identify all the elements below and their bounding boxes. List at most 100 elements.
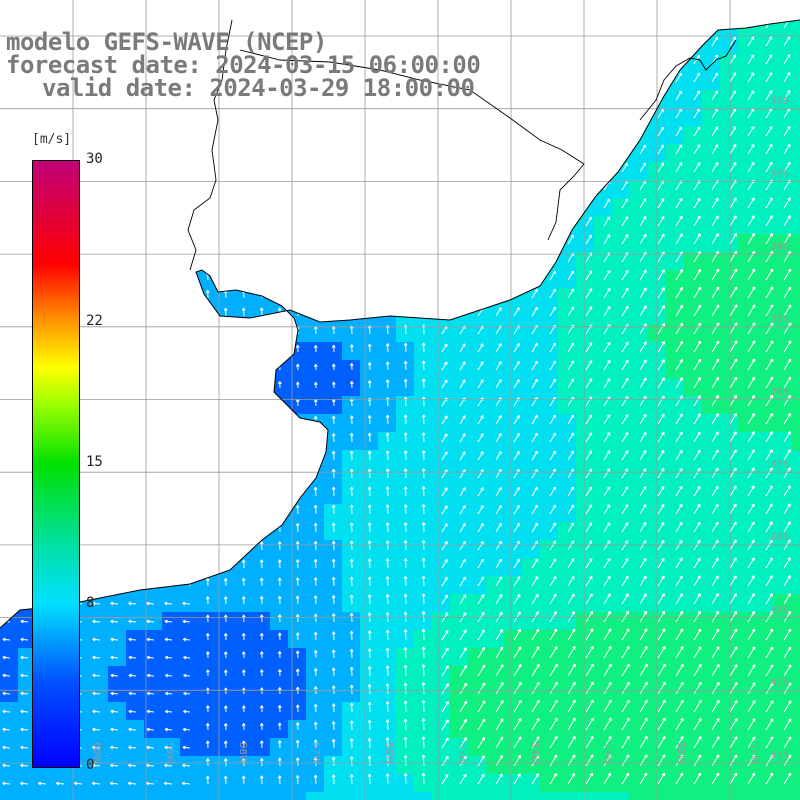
wind-cell xyxy=(108,414,127,433)
wind-cell xyxy=(414,306,433,325)
wind-cell xyxy=(792,20,800,37)
wind-arrow xyxy=(567,540,575,551)
wind-arrow xyxy=(367,504,372,515)
wind-arrow xyxy=(765,376,774,389)
wind-arrow xyxy=(712,1,717,10)
wind-arrow xyxy=(711,322,720,335)
wind-cell xyxy=(144,108,163,127)
wind-arrow xyxy=(349,344,354,353)
wind-cell xyxy=(594,666,613,685)
wind-arrow xyxy=(385,737,390,749)
wind-arrow xyxy=(331,163,336,173)
wind-cell xyxy=(414,378,433,397)
wind-cell xyxy=(414,504,433,523)
wind-cell xyxy=(324,666,343,685)
wind-cell xyxy=(558,756,577,775)
wind-arrow xyxy=(711,593,719,605)
wind-cell xyxy=(684,360,703,379)
wind-cell xyxy=(162,504,181,523)
wind-cell xyxy=(612,36,631,55)
wind-arrow xyxy=(313,271,318,281)
wind-arrow xyxy=(639,395,647,407)
wind-arrow xyxy=(349,109,354,119)
wind-arrow xyxy=(295,181,300,191)
wind-arrow xyxy=(403,342,408,353)
wind-cell xyxy=(720,720,739,739)
wind-cell xyxy=(396,342,415,361)
wind-cell xyxy=(450,684,469,703)
wind-cell xyxy=(234,270,253,289)
wind-cell xyxy=(306,630,325,649)
wind-arrow xyxy=(729,36,737,47)
wind-arrow xyxy=(367,217,372,227)
wind-arrow xyxy=(585,717,594,731)
wind-arrow xyxy=(169,433,174,443)
wind-cell xyxy=(198,702,217,721)
wind-cell xyxy=(288,360,307,379)
wind-cell xyxy=(162,720,181,739)
wind-arrow xyxy=(693,340,702,353)
wind-arrow xyxy=(97,290,102,299)
wind-cell xyxy=(774,270,793,289)
wind-arrow xyxy=(513,20,520,29)
wind-arrow xyxy=(513,235,520,245)
wind-arrow xyxy=(765,304,774,317)
wind-arrow xyxy=(43,111,48,119)
wind-arrow xyxy=(349,235,354,245)
wind-arrow xyxy=(79,578,84,587)
wind-cell xyxy=(306,774,325,793)
wind-arrow xyxy=(621,663,630,677)
wind-cell xyxy=(126,360,145,379)
wind-arrow xyxy=(331,756,336,767)
wind-arrow xyxy=(496,2,501,10)
wind-cell xyxy=(0,108,19,127)
wind-arrow xyxy=(783,90,791,101)
wind-arrow xyxy=(585,772,594,785)
wind-cell xyxy=(234,0,253,19)
wind-arrow xyxy=(223,181,228,191)
wind-cell xyxy=(774,792,793,800)
wind-arrow xyxy=(783,610,792,623)
wind-cell xyxy=(18,0,37,19)
wind-arrow xyxy=(403,611,408,623)
wind-cell xyxy=(792,198,800,217)
wind-cell xyxy=(252,162,271,181)
wind-arrow xyxy=(621,162,628,173)
wind-arrow xyxy=(313,650,318,659)
wind-cell xyxy=(108,396,127,415)
wind-arrow xyxy=(403,682,408,695)
wind-cell xyxy=(378,756,397,775)
wind-cell xyxy=(576,144,595,163)
wind-arrow xyxy=(133,470,138,479)
wind-cell xyxy=(468,20,487,37)
wind-cell xyxy=(144,0,163,19)
wind-arrow xyxy=(513,576,521,587)
wind-cell xyxy=(378,774,397,793)
wind-cell xyxy=(252,252,271,271)
wind-cell xyxy=(324,126,343,145)
wind-arrow xyxy=(187,146,192,155)
wind-arrow xyxy=(146,601,155,606)
wind-arrow xyxy=(259,109,264,119)
wind-arrow xyxy=(495,773,503,785)
wind-arrow xyxy=(675,431,683,443)
wind-cell xyxy=(432,702,451,721)
wind-arrow xyxy=(531,91,538,101)
wind-arrow xyxy=(621,20,628,29)
wind-arrow xyxy=(169,505,174,515)
wind-arrow xyxy=(151,344,156,353)
wind-arrow xyxy=(169,578,174,587)
wind-arrow xyxy=(61,147,66,155)
wind-arrow xyxy=(7,93,12,101)
wind-arrow xyxy=(187,182,192,191)
wind-arrow xyxy=(146,727,155,732)
wind-arrow xyxy=(277,541,282,551)
wind-arrow xyxy=(765,126,773,137)
wind-arrow xyxy=(639,305,647,317)
wind-cell xyxy=(324,270,343,289)
wind-cell xyxy=(522,108,541,127)
wind-cell xyxy=(216,612,235,631)
wind-arrow xyxy=(349,432,354,443)
wind-arrow xyxy=(386,2,389,10)
wind-arrow xyxy=(421,198,426,209)
